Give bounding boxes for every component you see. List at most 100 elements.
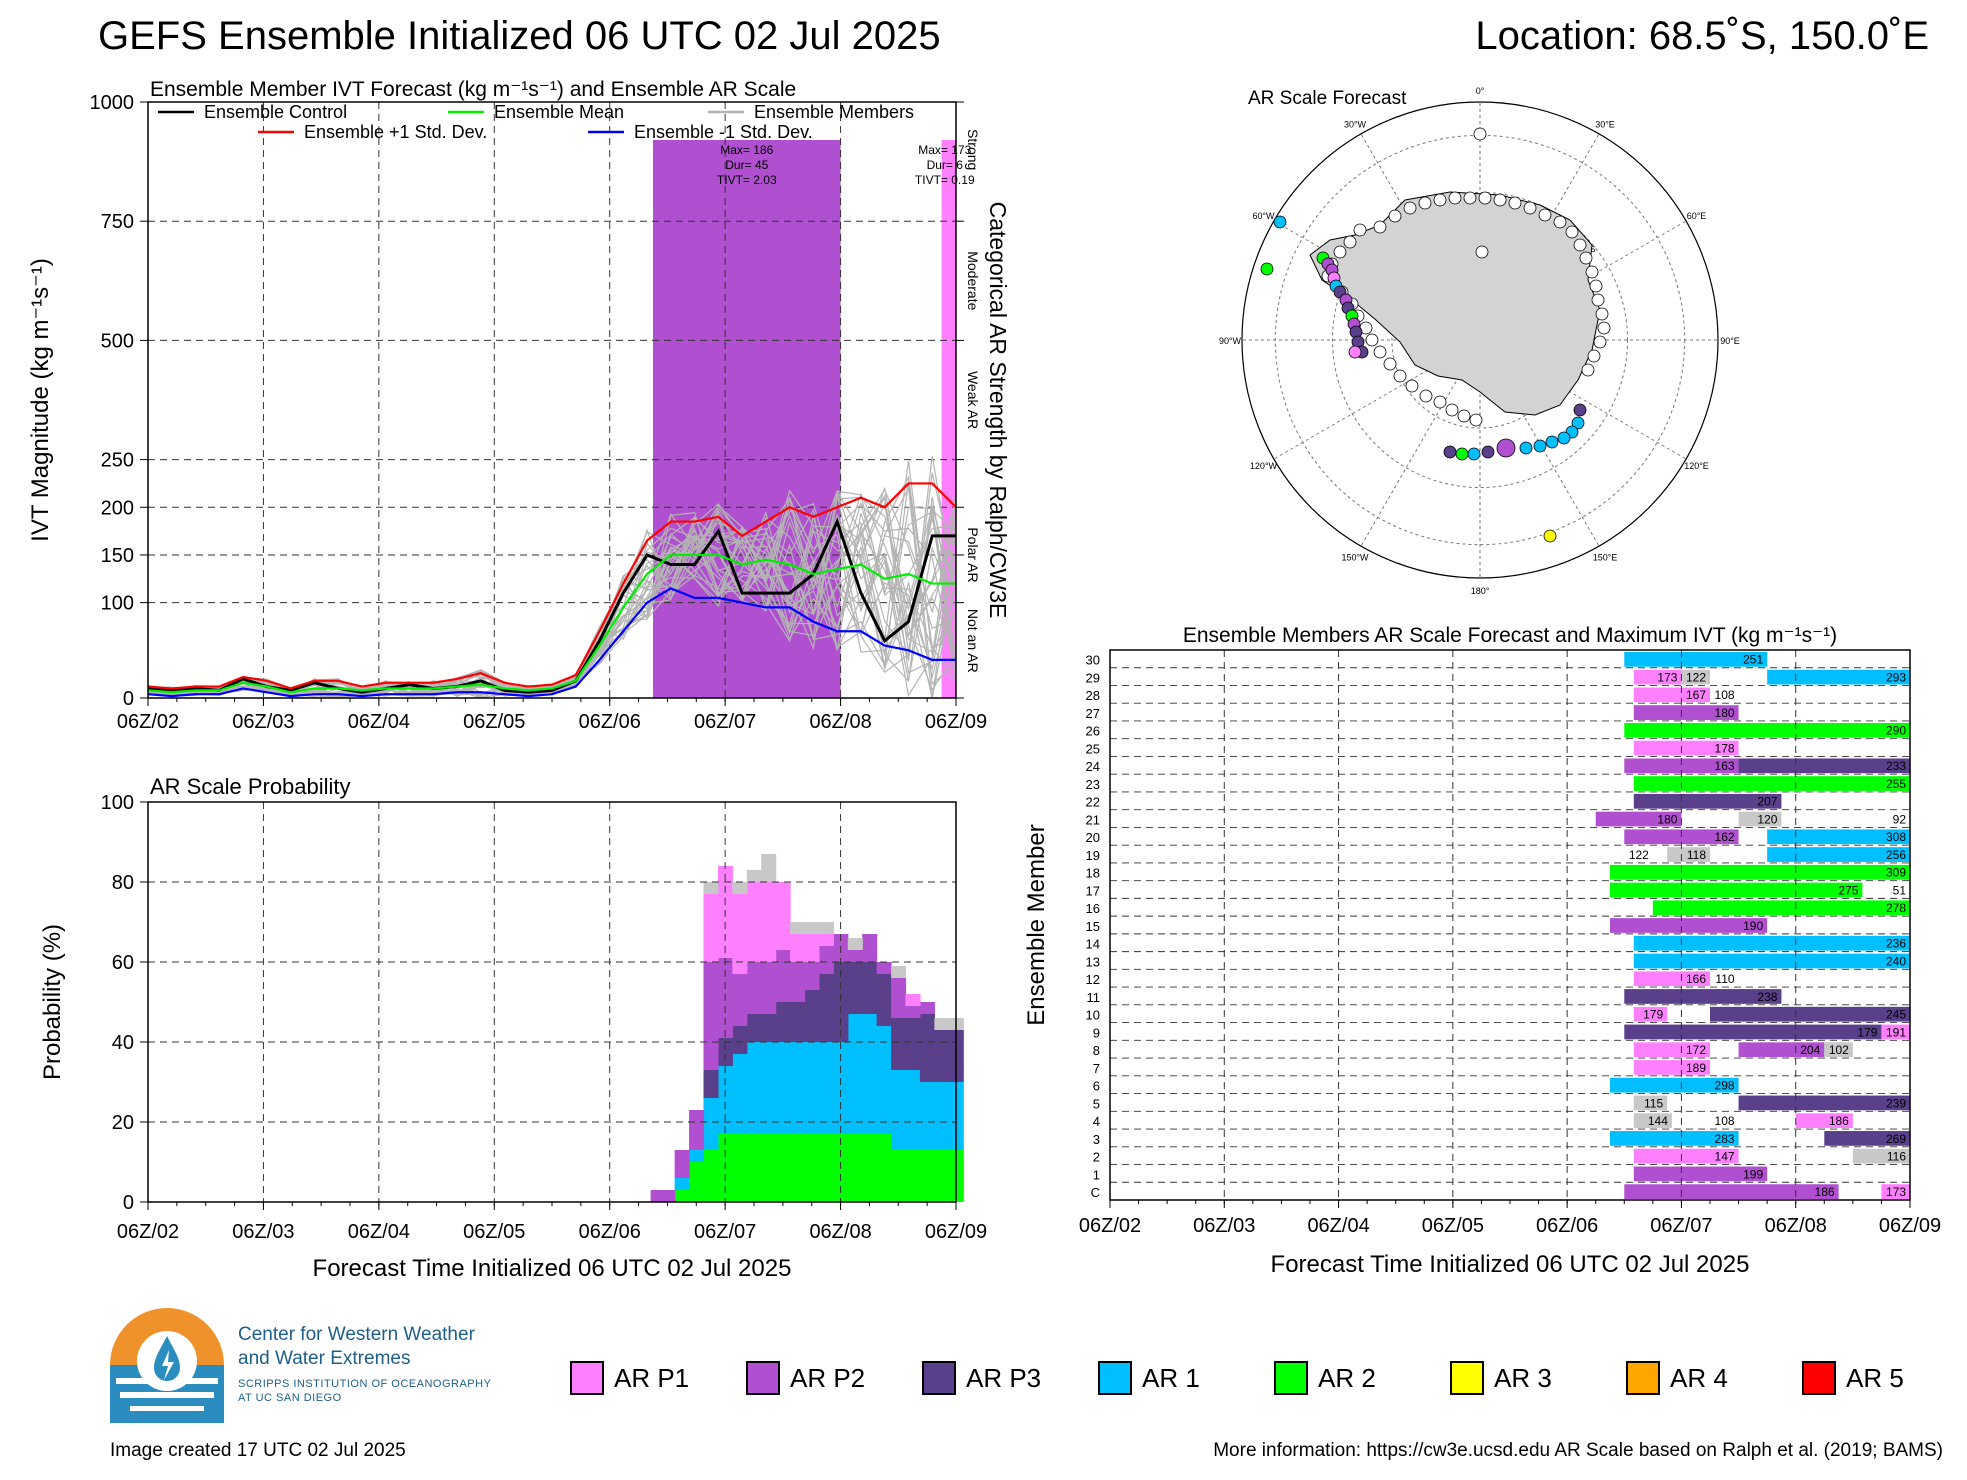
page-title: GEFS Ensemble Initialized 06 UTC 02 Jul …: [98, 14, 941, 58]
ar-location-marker: [1533, 439, 1547, 453]
prob-bar-ar-p3: [934, 1030, 950, 1082]
longitude-line: [1360, 133, 1481, 341]
member-max-ivt-label: 269: [1886, 1132, 1906, 1146]
prob-bar-ar-p1: [775, 882, 791, 950]
category-label: Polar AR: [965, 527, 981, 582]
y-tick-label: 80: [112, 872, 134, 894]
prob-bar-ar-1: [934, 1082, 950, 1150]
prob-bar-ar-p1: [905, 994, 921, 1006]
member-max-ivt-label: 186: [1815, 1185, 1835, 1199]
member-label: 25: [1086, 741, 1100, 756]
member-label: 19: [1086, 848, 1100, 863]
member-ar-segment: [1633, 935, 1910, 951]
longitude-label: 90°E: [1720, 336, 1740, 346]
prob-bar-ar-1: [674, 1178, 690, 1190]
prob-bar-ar-p3: [761, 1014, 777, 1042]
ar-location-marker-none: [1393, 369, 1407, 383]
ar-location-marker-none: [1591, 293, 1605, 307]
member-label: 20: [1086, 830, 1100, 845]
ar-location-marker-none: [1508, 196, 1522, 210]
longitude-label: 90°W: [1219, 336, 1242, 346]
legend-swatch: [570, 1361, 604, 1395]
x-tick-label: 06Z/07: [1650, 1215, 1712, 1237]
series-line-ensemble-mean: [147, 553, 956, 694]
member-max-ivt-label: 233: [1886, 759, 1906, 773]
ar-location-marker-none: [1373, 220, 1387, 234]
member-ar-segment: [1633, 687, 1710, 703]
prob-bar-non-ar: [761, 854, 777, 882]
x-tick-label: 06Z/08: [809, 1221, 871, 1243]
prob-bar-ar-p2: [761, 962, 777, 1014]
y-tick-label: 200: [101, 497, 134, 519]
ar-event-label: Dur= 45: [725, 158, 768, 172]
longitude-label: 30°E: [1595, 119, 1615, 129]
prob-bar-ar-p2: [862, 934, 878, 962]
ar-location-marker: [1557, 431, 1571, 445]
member-ar-segment: [1633, 1060, 1710, 1075]
ar-event-label: TIVT= 0.19: [915, 173, 975, 187]
prob-bar-ar-1: [818, 1042, 834, 1134]
member-label: 22: [1086, 795, 1100, 810]
member-ar-segment: [1633, 1148, 1739, 1164]
ar-location-marker-none: [1405, 379, 1419, 393]
prob-bar-ar-p2: [674, 1150, 690, 1178]
member-max-ivt-label: 51: [1893, 883, 1907, 897]
longitude-label: 120°E: [1684, 461, 1709, 471]
prob-bar-ar-2: [891, 1150, 907, 1202]
prob-bar-ar-1: [876, 1026, 892, 1134]
y-axis-label: Ensemble Member: [1023, 824, 1050, 1025]
ar-location-marker-none: [1565, 225, 1579, 239]
member-ar-segment: [1633, 1166, 1768, 1182]
member-label: 3: [1093, 1132, 1100, 1147]
prob-bar-non-ar: [818, 922, 834, 934]
ar-location-marker: [1545, 435, 1559, 449]
member-ar-segment: [1738, 758, 1910, 774]
member-max-ivt-label: 180: [1657, 812, 1677, 826]
cw3e-logo-icon: [110, 1308, 224, 1423]
member-max-ivt-label: 298: [1715, 1079, 1735, 1093]
member-ar-segment: [1881, 1184, 1910, 1199]
x-tick-label: 06Z/05: [463, 711, 525, 733]
y-tick-label: 150: [101, 545, 134, 567]
prob-bar-ar-p1: [818, 934, 834, 946]
longitude-label: 150°W: [1341, 553, 1369, 563]
member-max-ivt-label: 251: [1743, 653, 1763, 667]
more-info-label: More information: https://cw3e.ucsd.edu …: [1213, 1440, 1943, 1461]
latitude-circle: [1331, 191, 1629, 489]
prob-bar-ar-p3: [732, 1026, 748, 1054]
ar-location-marker-none: [1493, 193, 1507, 207]
ar-location-marker-none: [1457, 409, 1471, 423]
member-ar-segment: [1595, 811, 1682, 827]
prob-bar-ar-2: [934, 1150, 950, 1202]
logo-line-2: and Water Extremes: [238, 1348, 411, 1369]
member-ar-segment: [1881, 1024, 1910, 1040]
location-label: Location: 68.5˚S, 150.0˚E: [1475, 14, 1929, 58]
member-ar-segment: [1633, 705, 1739, 720]
x-tick-label: 06Z/02: [117, 1221, 179, 1243]
image-created-label: Image created 17 UTC 02 Jul 2025: [110, 1440, 406, 1461]
member-ar-segment: [1624, 1184, 1839, 1199]
member-max-ivt-label: 190: [1743, 919, 1763, 933]
prob-bar-non-ar: [804, 922, 820, 934]
y-tick-label: 100: [101, 792, 134, 814]
member-max-ivt-label: 122: [1686, 670, 1706, 684]
ar-location-marker-none: [1593, 335, 1607, 349]
y-tick-label: 60: [112, 952, 134, 974]
member-ar-segment: [1633, 793, 1782, 809]
x-tick-label: 06Z/02: [1079, 1215, 1141, 1237]
logo-line-4: AT UC SAN DIEGO: [238, 1392, 342, 1404]
prob-bar-ar-1: [891, 1070, 907, 1150]
x-tick-label: 06Z/09: [925, 711, 987, 733]
member-ar-segment: [1767, 847, 1910, 862]
member-ar-segment: [1633, 740, 1739, 756]
member-ar-segment: [1738, 1042, 1825, 1058]
longitude-line: [1479, 339, 1600, 547]
member-max-ivt-label: 290: [1886, 724, 1906, 738]
prob-bar-ar-2: [775, 1134, 791, 1202]
prob-bar-ar-p2: [689, 1110, 705, 1150]
member-ar-segment: [1633, 971, 1710, 987]
prob-bar-ar-p3: [905, 1018, 921, 1070]
legend-label: AR 1: [1142, 1362, 1200, 1393]
member-label: 7: [1093, 1061, 1100, 1076]
chart-title: AR Scale Probability: [150, 774, 351, 799]
